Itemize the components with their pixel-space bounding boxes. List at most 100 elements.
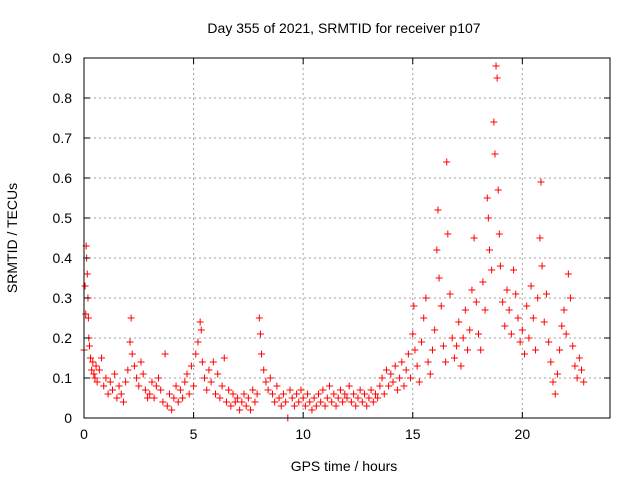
data-point	[157, 386, 165, 394]
data-point	[144, 394, 152, 402]
data-point	[496, 262, 504, 270]
data-point	[385, 382, 393, 390]
data-point	[128, 350, 136, 358]
data-point	[461, 306, 469, 314]
data-point	[207, 378, 215, 386]
data-point	[495, 230, 503, 238]
data-point	[448, 334, 456, 342]
data-point	[428, 346, 436, 354]
data-point	[369, 398, 377, 406]
data-point	[575, 354, 583, 362]
y-tick-label-1: 0.1	[53, 370, 73, 386]
data-point	[198, 358, 206, 366]
y-tick-label-0: 0	[64, 410, 72, 426]
data-point	[531, 346, 539, 354]
data-point	[299, 394, 307, 402]
data-point	[422, 294, 430, 302]
data-point	[258, 350, 266, 358]
y-axis-label: SRMTID / TECUs	[4, 183, 20, 293]
data-point	[341, 390, 349, 398]
data-point	[321, 402, 329, 410]
data-point	[130, 362, 138, 370]
data-point	[468, 286, 476, 294]
data-point	[205, 366, 213, 374]
data-point	[488, 266, 496, 274]
data-point	[527, 282, 535, 290]
data-point	[431, 326, 439, 334]
data-point	[525, 334, 533, 342]
data-point	[279, 390, 287, 398]
data-point	[220, 354, 228, 362]
data-point	[553, 370, 561, 378]
data-point	[558, 322, 566, 330]
data-point	[328, 398, 336, 406]
data-point	[466, 326, 474, 334]
data-point	[155, 374, 163, 382]
data-point	[197, 326, 205, 334]
data-point	[492, 62, 500, 70]
data-point	[168, 406, 176, 414]
data-point	[402, 366, 410, 374]
data-point	[222, 398, 230, 406]
data-point	[573, 374, 581, 382]
data-point	[330, 390, 338, 398]
chart-title: Day 355 of 2021, SRMTID for receiver p10…	[207, 20, 480, 36]
data-point	[141, 386, 149, 394]
data-point	[358, 398, 366, 406]
data-point	[127, 314, 135, 322]
data-point	[238, 398, 246, 406]
data-point	[494, 186, 502, 194]
data-point	[268, 390, 276, 398]
y-tick-label-8: 0.8	[53, 90, 73, 106]
data-point	[260, 366, 268, 374]
data-point	[529, 314, 537, 322]
data-point	[542, 290, 550, 298]
data-point	[424, 358, 432, 366]
data-point	[439, 342, 447, 350]
data-point	[90, 370, 98, 378]
data-point	[113, 394, 121, 402]
data-point	[334, 394, 342, 402]
data-point	[95, 366, 103, 374]
data-point	[556, 346, 564, 354]
data-point	[547, 358, 555, 366]
data-point	[470, 234, 478, 242]
data-point	[83, 270, 91, 278]
data-point	[229, 390, 237, 398]
data-point	[472, 298, 480, 306]
data-point	[137, 358, 145, 366]
data-point	[571, 362, 579, 370]
data-point	[81, 282, 89, 290]
data-point	[389, 378, 397, 386]
data-point	[475, 330, 482, 338]
data-point	[293, 390, 301, 398]
data-point	[434, 206, 442, 214]
data-point	[290, 402, 298, 410]
data-point	[339, 398, 347, 406]
data-point	[413, 362, 421, 370]
data-point	[503, 286, 511, 294]
data-point	[567, 294, 575, 302]
data-point	[376, 382, 384, 390]
data-point	[442, 358, 450, 366]
data-point	[251, 398, 259, 406]
data-point	[93, 378, 101, 386]
data-point	[194, 338, 202, 346]
x-tick-label-4: 20	[515, 426, 531, 442]
x-tick-labels: 0 5 10 15 20	[80, 426, 530, 442]
data-point	[288, 394, 296, 402]
data-point	[396, 374, 404, 382]
data-point	[218, 382, 226, 390]
data-point	[255, 314, 263, 322]
plot-frame	[83, 57, 611, 419]
data-point	[273, 382, 281, 390]
data-point	[336, 386, 344, 394]
data-point	[159, 398, 167, 406]
data-point	[304, 390, 312, 398]
data-point	[459, 334, 467, 342]
data-point	[363, 402, 371, 410]
x-tick-label-3: 15	[405, 426, 421, 442]
y-tick-label-7: 0.7	[53, 130, 73, 146]
data-point	[510, 266, 518, 274]
data-point	[124, 366, 132, 374]
